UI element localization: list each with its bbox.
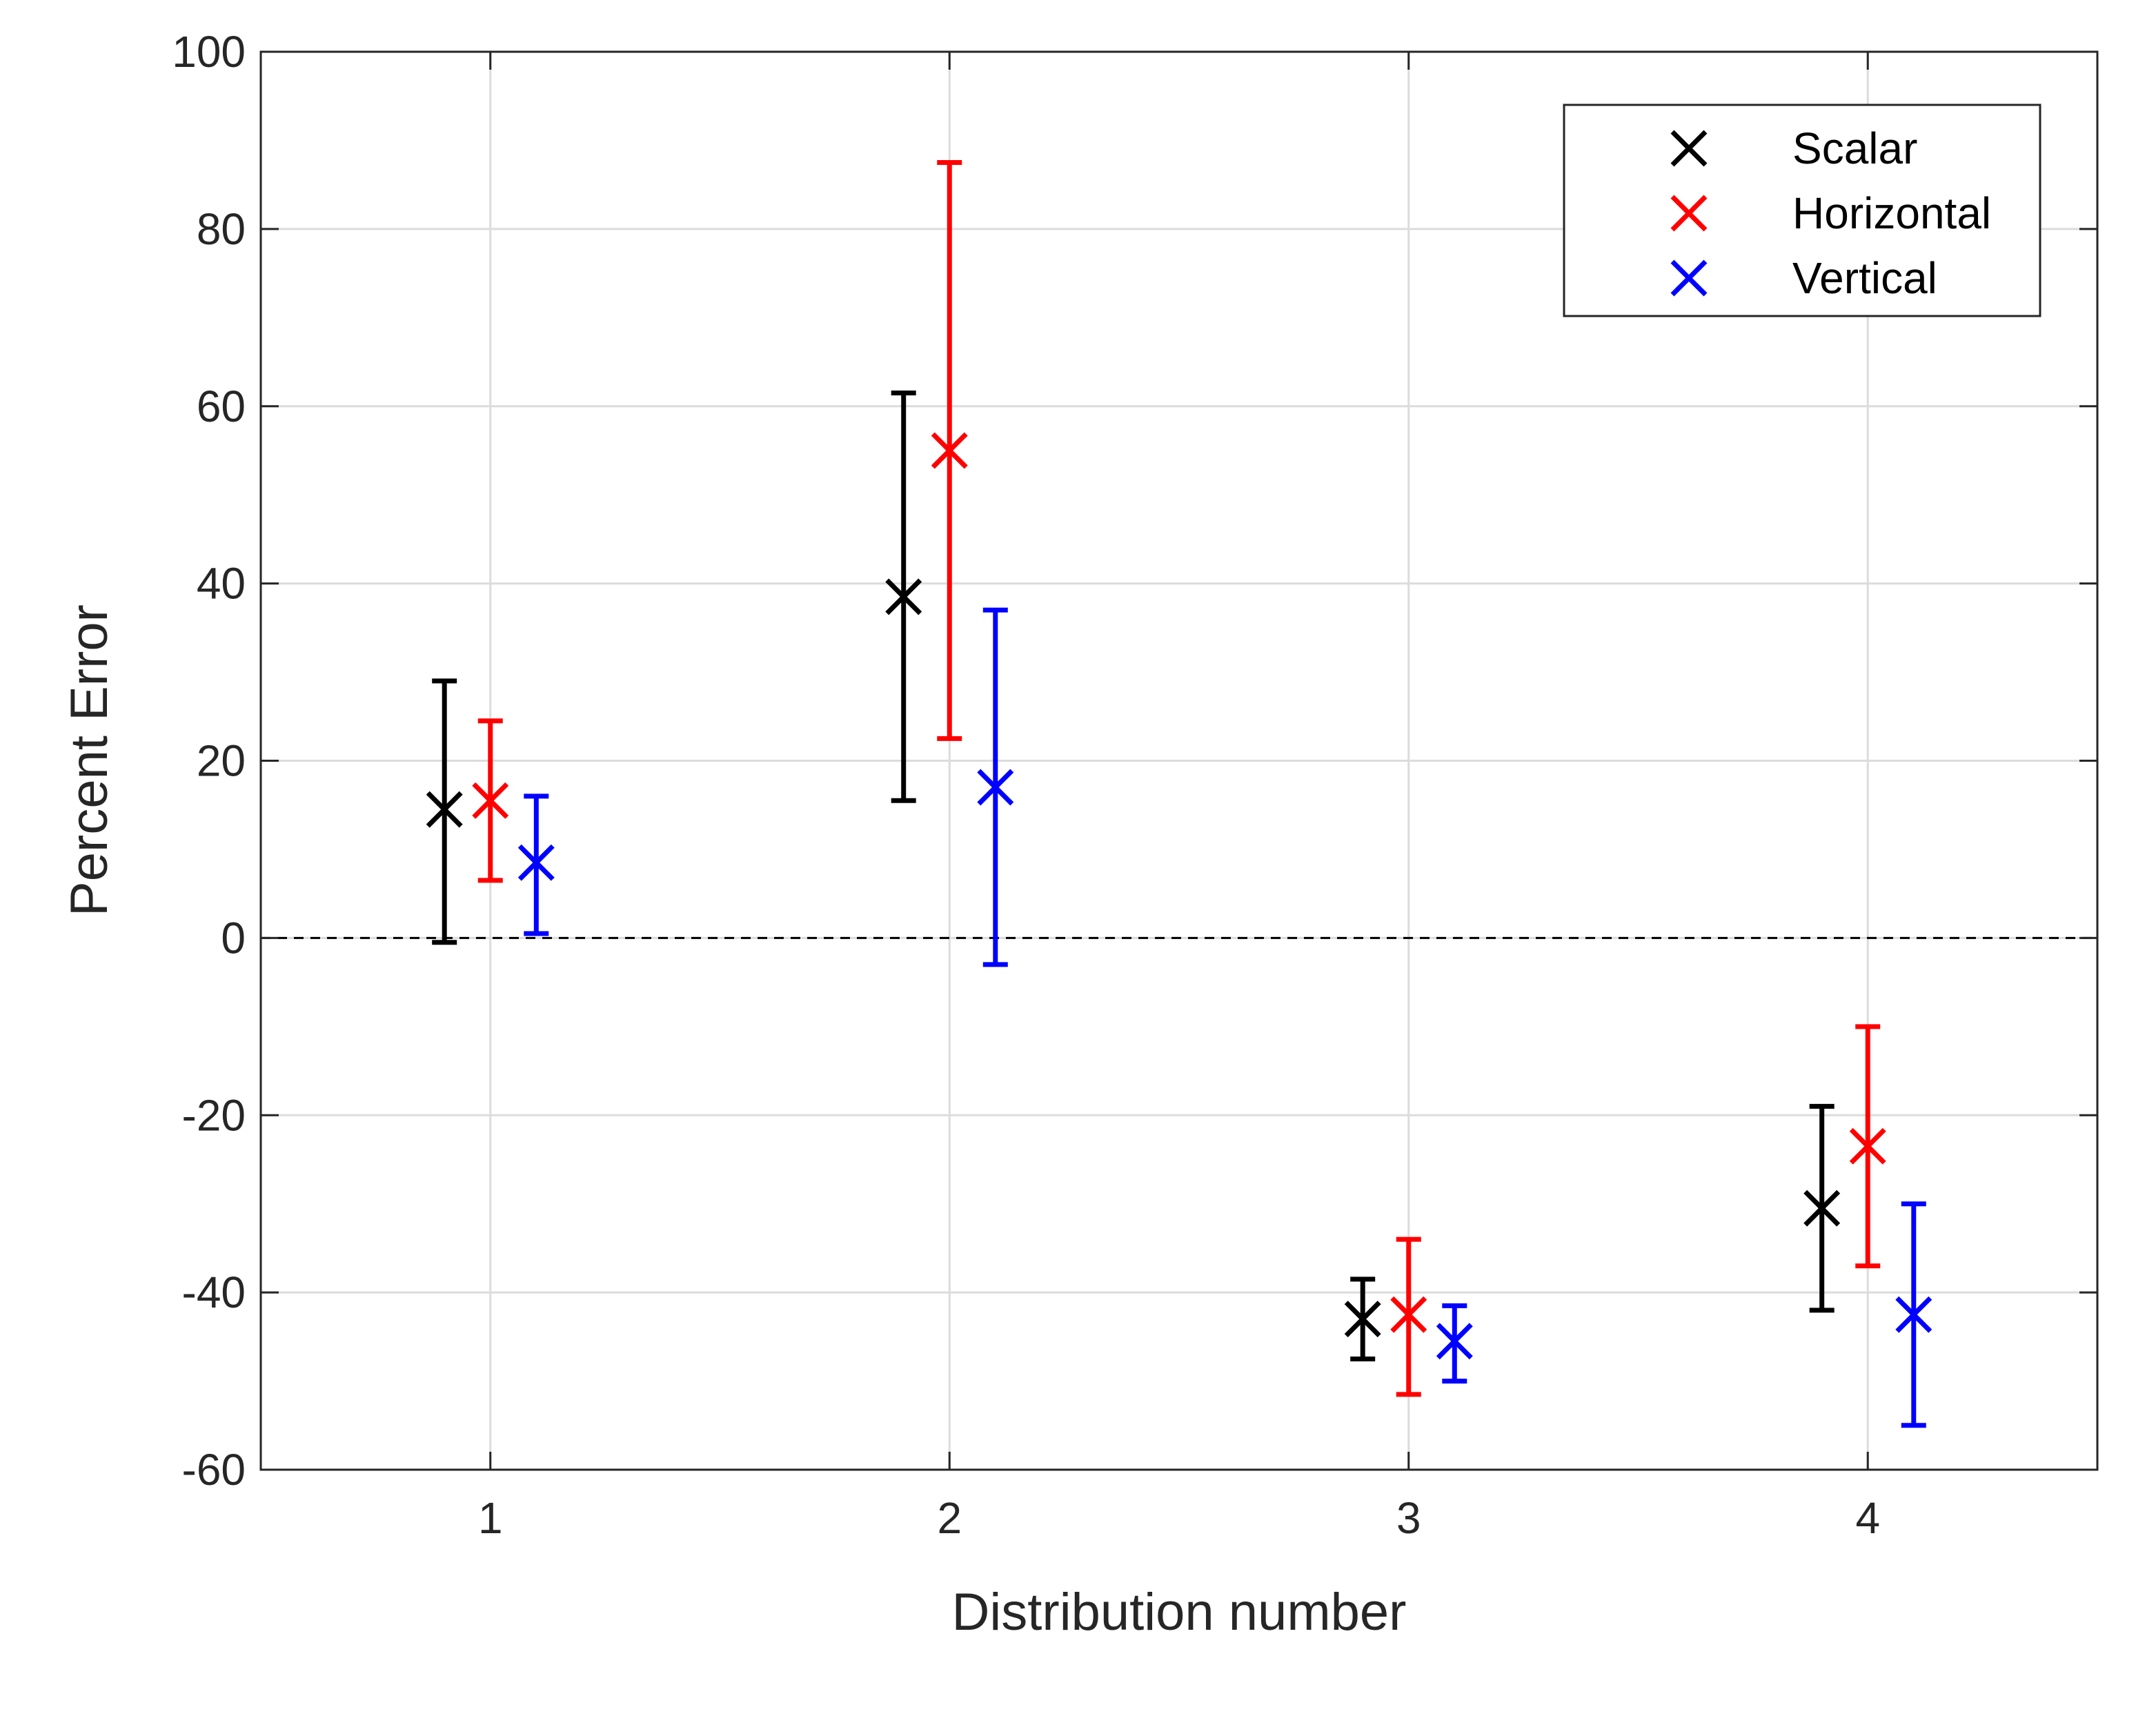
data-point-marker [517, 844, 555, 881]
y-tick-label: -40 [182, 1268, 246, 1317]
y-ticks: -60 -40 -20 0 20 40 60 80 100 [172, 27, 2097, 1495]
y-axis-title: Percent Error [60, 604, 119, 916]
data-point-marker [1895, 1296, 1932, 1333]
x-ticks: 1 2 3 4 [478, 52, 1880, 1543]
x-tick-label: 2 [937, 1493, 962, 1543]
data-point-marker [472, 782, 509, 819]
legend-marker [1670, 130, 1708, 167]
data-point-marker [1390, 1296, 1427, 1333]
x-tick-label: 4 [1855, 1493, 1880, 1543]
legend-box [1563, 103, 2041, 317]
data-point-marker [885, 578, 922, 615]
legend-marker [1670, 259, 1708, 297]
series-layer [426, 160, 1932, 1428]
y-tick-label: 100 [172, 27, 246, 77]
legend-label: Scalar [1792, 124, 1917, 173]
series-scalar [426, 390, 1841, 1361]
y-tick-label: 40 [197, 559, 246, 609]
y-tick-label: 0 [221, 913, 246, 963]
legend-entries: Scalar Horizontal Vertical [1670, 124, 1991, 303]
y-tick-label: -60 [182, 1445, 246, 1495]
data-point-marker [1436, 1323, 1473, 1360]
y-tick-label: 60 [197, 382, 246, 431]
data-point-marker [1803, 1190, 1841, 1227]
y-tick-label: 80 [197, 204, 246, 254]
data-point-marker [931, 432, 968, 469]
legend-label: Horizontal [1792, 188, 1991, 238]
data-point-marker [977, 769, 1014, 806]
series-vertical [517, 607, 1932, 1428]
legend: Scalar Horizontal Vertical [1563, 103, 2041, 317]
legend-label: Vertical [1792, 253, 1937, 303]
data-point-marker [426, 791, 463, 828]
x-axis-title: Distribution number [952, 1583, 1407, 1642]
x-tick-label: 1 [478, 1493, 503, 1543]
x-tick-label: 3 [1396, 1493, 1421, 1543]
y-tick-label: 20 [197, 736, 246, 786]
legend-marker [1670, 195, 1708, 232]
data-point-marker [1849, 1127, 1886, 1165]
data-point-marker [1344, 1301, 1381, 1338]
series-horizontal [472, 160, 1886, 1397]
y-tick-label: -20 [182, 1090, 246, 1140]
